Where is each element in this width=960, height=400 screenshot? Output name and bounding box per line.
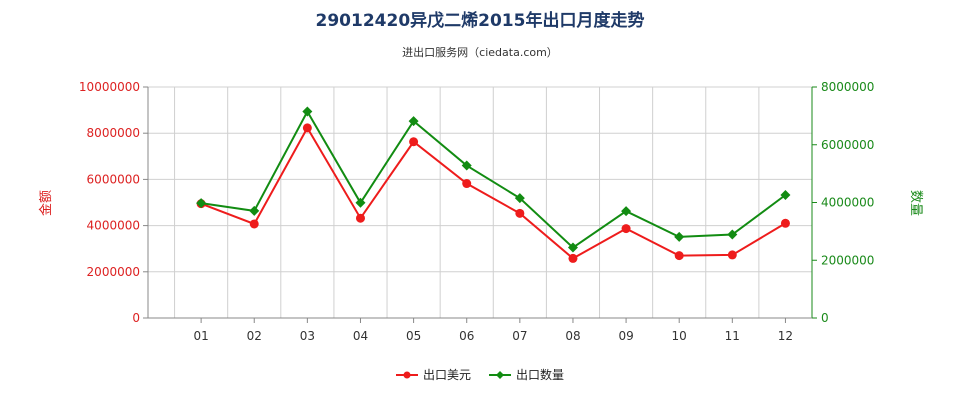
legend-marker-2 (496, 371, 504, 379)
legend: 出口美元 出口数量 (396, 367, 564, 382)
x-tick-label: 11 (725, 329, 740, 343)
x-tick-label: 03 (300, 329, 315, 343)
series-1-point (302, 123, 312, 133)
left-tick-label: 10000000 (79, 80, 140, 94)
series-1-point (462, 179, 472, 189)
x-tick-label: 09 (618, 329, 633, 343)
x-tick-label: 08 (565, 329, 580, 343)
series-2-point (461, 160, 472, 171)
series-2-point (355, 197, 366, 208)
series-1-point (409, 137, 419, 147)
right-tick-label: 0 (821, 311, 829, 325)
right-tick-label: 2000000 (821, 253, 874, 267)
series-2-point (514, 193, 525, 204)
series-line-2 (200, 109, 787, 249)
x-tick-label: 02 (247, 329, 262, 343)
chart-title: 29012420异戊二烯2015年出口月度走势 (315, 11, 645, 31)
x-tick-label: 12 (778, 329, 793, 343)
left-tick-label: 0 (132, 311, 140, 325)
series-1-point (568, 253, 578, 263)
series-1-point (727, 250, 737, 260)
series-2-point (408, 116, 419, 127)
series-line-1 (200, 125, 786, 260)
series-2-point (196, 198, 207, 209)
x-tick-label: 10 (672, 329, 687, 343)
grid (148, 86, 813, 319)
series-2-point (302, 106, 313, 117)
legend-label-2: 出口数量 (516, 367, 564, 382)
right-axis-title: 数量 (908, 190, 923, 216)
left-tick-label: 4000000 (87, 219, 140, 233)
right-tick-label: 6000000 (821, 138, 874, 152)
series-1-point (621, 224, 631, 234)
x-tick-label: 04 (353, 329, 368, 343)
series-1-point (780, 218, 790, 228)
series-1-point (249, 219, 259, 229)
right-tick-label: 8000000 (821, 80, 874, 94)
series-1-point (674, 251, 684, 261)
series-layer (196, 106, 791, 263)
right-tick-label: 4000000 (821, 196, 874, 210)
x-tick-label: 06 (459, 329, 474, 343)
x-tick-label: 01 (193, 329, 208, 343)
left-axis-title: 金额 (38, 190, 54, 216)
series-1-point (515, 208, 525, 218)
legend-label-1: 出口美元 (423, 368, 471, 382)
series-2-point (780, 189, 791, 200)
left-tick-label: 6000000 (87, 172, 140, 186)
series-2-point (727, 229, 738, 240)
series-1-point (355, 213, 365, 223)
legend-marker-1 (403, 371, 411, 379)
chart-subtitle: 进出口服务网（ciedata.com） (402, 46, 558, 59)
x-tick-label: 05 (406, 329, 421, 343)
series-2-point (621, 206, 632, 217)
left-tick-label: 2000000 (87, 265, 140, 279)
series-2-point (249, 205, 260, 216)
left-tick-label: 8000000 (87, 126, 140, 140)
series-2-point (567, 242, 578, 253)
x-tick-label: 07 (512, 329, 527, 343)
series-2-point (674, 231, 685, 242)
axes: 0200000040000006000000800000010000000020… (38, 80, 923, 343)
